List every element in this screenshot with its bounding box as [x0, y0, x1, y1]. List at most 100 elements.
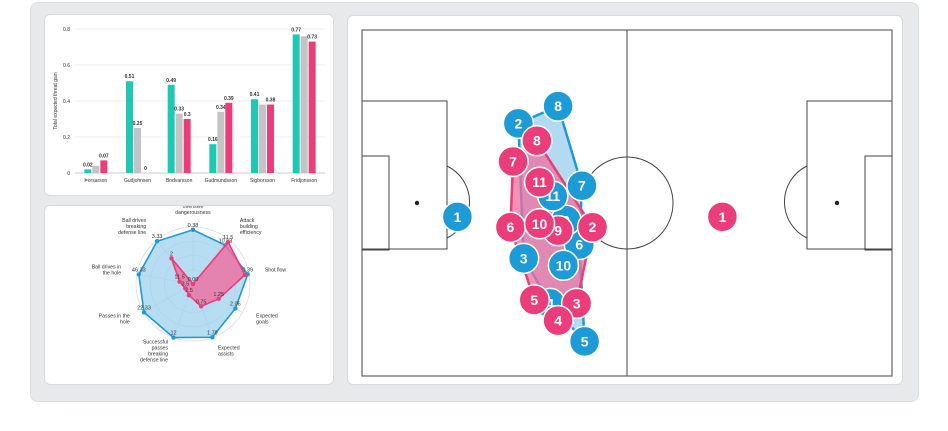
- radar-point: [242, 272, 248, 278]
- bar-value-label: 0.41: [250, 92, 260, 98]
- bar-value-label: 0.51: [125, 74, 135, 80]
- category-label: Gudmundsson: [205, 178, 238, 184]
- player-marker: [497, 145, 529, 178]
- bar: [225, 102, 233, 173]
- radar-value-label: 22.33: [137, 305, 151, 311]
- bar: [134, 128, 141, 173]
- player-marker: [542, 90, 574, 122]
- pitch-card: 12345678910111234567891011: [347, 15, 903, 385]
- bar: [175, 113, 183, 173]
- radar-axis-label-line: offensive: [183, 206, 204, 210]
- bar-value-label: 0.25: [133, 121, 143, 127]
- bar: [209, 144, 217, 173]
- radar-axis-label-line: Shot flow: [265, 267, 287, 273]
- y-tick-label: 0.6: [63, 63, 70, 69]
- radar-axis-label: Ball drives breaking defense line: [118, 218, 146, 236]
- bar: [126, 81, 133, 173]
- player-marker: [523, 208, 556, 240]
- radar-value-label: 3.33: [152, 234, 163, 240]
- radar-axis-label-line: breaking: [148, 352, 168, 358]
- player-number: 4: [554, 313, 562, 329]
- player-number: 11: [532, 174, 547, 190]
- left-penalty-spot: [414, 200, 420, 206]
- bar-value-label: 0.38: [266, 98, 276, 104]
- player-number: 7: [509, 153, 517, 169]
- player-number: 1: [719, 209, 727, 225]
- player-marker: [706, 201, 739, 233]
- radar-value-label: 1.79: [207, 330, 218, 336]
- bar-value-label: 0.49: [166, 78, 176, 84]
- bar-value-label: 0.34: [216, 105, 226, 111]
- radar-axis-label-line: assists: [218, 352, 234, 358]
- radar-point: [233, 306, 238, 311]
- player-marker: [441, 201, 474, 233]
- xt-bar-chart-card: 0 0.2 0.4 0.6 0.8 Total expected threat gain 0…: [44, 14, 334, 196]
- radar-axis-label-line: building: [240, 224, 258, 230]
- category-label: Gudjohnsen: [124, 178, 151, 184]
- player-number: 2: [589, 219, 597, 235]
- player-number: 6: [507, 219, 515, 235]
- player-marker: [507, 242, 540, 275]
- radar-axis-label-line: Successful: [143, 340, 168, 346]
- radar-axis-label-line: the hole: [103, 270, 122, 276]
- right-penalty-arc: [784, 165, 808, 239]
- bar-value-label: 0.16: [208, 137, 218, 143]
- bar: [183, 119, 191, 173]
- player-number: 9: [554, 223, 562, 239]
- right-goal-area: [864, 155, 893, 251]
- radar-axis-label: Expected assists: [218, 346, 240, 358]
- radar-value-label: 12: [170, 331, 176, 337]
- average-positions-pitch: 12345678910111234567891011: [361, 29, 893, 377]
- player-marker: [523, 166, 556, 198]
- y-tick-label: 0.2: [63, 135, 70, 141]
- radar-axis-label-line: efficiency: [240, 230, 262, 236]
- player-number: 5: [581, 333, 589, 349]
- category-label: Fridjonsson: [291, 178, 317, 184]
- player-marker: [576, 211, 609, 243]
- y-tick-label: 0: [67, 171, 70, 177]
- category-label: Þorsarson: [84, 178, 107, 184]
- radar-axis-label-line: passes: [152, 346, 169, 352]
- player-marker: [521, 124, 553, 157]
- radar-point: [190, 227, 196, 233]
- radar-point: [171, 335, 176, 340]
- radar-value-label: 3.5: [181, 281, 189, 287]
- category-label: Bodvarsson: [166, 178, 193, 184]
- player-number: 2: [514, 115, 522, 131]
- bar-value-label: 0.77: [291, 27, 301, 33]
- radar-point: [136, 272, 142, 277]
- radar-axis-label-line: breaking: [126, 224, 146, 230]
- radar-axis-label-line: Expected: [218, 346, 240, 352]
- left-goal-area: [361, 155, 390, 251]
- radar-point: [186, 292, 192, 298]
- radar-axis-label: Expected goals: [256, 313, 278, 325]
- category-label: Sigborsson: [250, 178, 275, 184]
- player-number: 10: [532, 216, 548, 232]
- right-penalty-spot: [834, 200, 840, 206]
- bar: [267, 104, 274, 173]
- player-marker: [566, 169, 598, 202]
- radar-value-label: 11.5: [174, 275, 184, 281]
- radar-series-area: [170, 240, 246, 308]
- radar-chart: 0.38 10.63 0.39 2.06 1.79 12 22.33 46.33 3.33 0.0…: [92, 206, 287, 364]
- player-number: 10: [556, 257, 572, 273]
- bar-value-label: 0.33: [174, 107, 184, 113]
- radar-axis-label: Ball drives in the hole: [92, 264, 122, 276]
- radar-point: [225, 239, 231, 245]
- radar-value-label: 11.5: [223, 235, 233, 241]
- radar-value-label: 0.39: [242, 267, 253, 273]
- radar-axis-label-line: hole: [120, 319, 130, 325]
- bar: [100, 160, 108, 173]
- radar-value-label: 0.75: [196, 299, 207, 305]
- radar-value-label: 2: [170, 251, 173, 257]
- bar: [92, 165, 100, 173]
- radar-point: [169, 256, 174, 261]
- bar-value-label: 0.3: [184, 112, 191, 118]
- player-number: 8: [554, 98, 562, 114]
- radar-axis-label-line: Passes in the: [99, 313, 130, 319]
- player-number: 5: [530, 292, 538, 308]
- radar-axis-label-line: Attack: [240, 218, 255, 224]
- bar: [167, 84, 175, 173]
- radar-point: [190, 281, 196, 287]
- radar-value-label: 0.00: [188, 277, 199, 283]
